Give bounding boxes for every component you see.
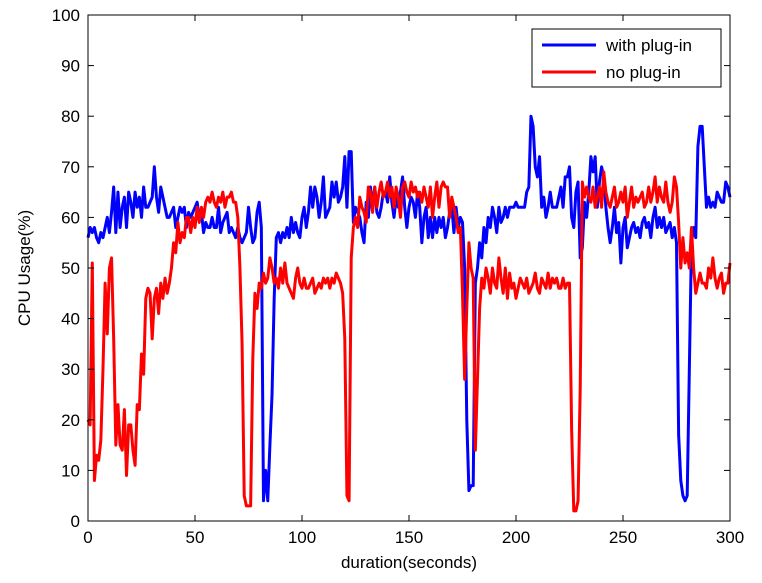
axes: 0 50 100 150 200 250 300 0 10 20 30 40 50 60 70 80 90 100 [52, 6, 745, 547]
legend-label-2: no plug-in [606, 63, 681, 82]
x-axis-label: duration(seconds) [341, 553, 477, 572]
legend-label-1: with plug-in [605, 36, 692, 55]
y-axis-label: CPU Usage(%) [15, 210, 34, 326]
y-tick-label: 20 [61, 411, 80, 430]
series-line-1 [86, 114, 732, 503]
x-tick-label: 50 [186, 528, 205, 547]
x-tick-label: 0 [83, 528, 92, 547]
legend-box [531, 28, 722, 88]
y-tick-label: 70 [61, 158, 80, 177]
y-tick-label: 10 [61, 461, 80, 480]
plot-area [86, 114, 732, 513]
x-tick-label: 100 [288, 528, 316, 547]
y-tick-label: 60 [61, 208, 80, 227]
y-tick-label: 30 [61, 360, 80, 379]
y-tick-label: 80 [61, 107, 80, 126]
series-line-2 [86, 170, 732, 513]
x-tick-label: 250 [609, 528, 637, 547]
x-tick-label: 200 [502, 528, 530, 547]
y-tick-label: 0 [71, 512, 80, 531]
y-tick-label: 90 [61, 57, 80, 76]
legend: with plug-in no plug-in [531, 28, 722, 88]
x-tick-label: 150 [395, 528, 423, 547]
x-tick-label: 300 [716, 528, 744, 547]
y-tick-label: 50 [61, 259, 80, 278]
y-tick-label: 100 [52, 6, 80, 25]
y-tick-label: 40 [61, 310, 80, 329]
